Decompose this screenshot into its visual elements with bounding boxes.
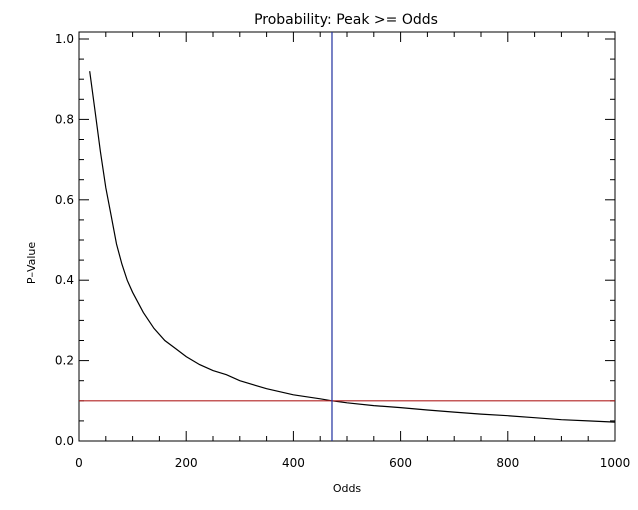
chart-title: Probability: Peak >= Odds	[254, 12, 438, 28]
y-tick-label: 0.4	[55, 273, 74, 287]
x-axis-label: Odds	[333, 482, 362, 495]
y-tick-label: 1.0	[55, 32, 74, 46]
series-group	[89, 71, 616, 423]
x-tick-label: 1000	[600, 456, 631, 470]
y-tick-label: 0.8	[55, 112, 74, 126]
x-tick-label: 800	[496, 456, 519, 470]
y-tick-label: 0.0	[55, 434, 74, 448]
x-tick-label: 400	[282, 456, 305, 470]
y-axis: 0.0 0.2 0.4 0.6 0.8 1.0	[55, 32, 615, 448]
data-line	[89, 71, 616, 423]
plot-area	[78, 31, 616, 442]
y-axis-label: P–Value	[25, 242, 38, 285]
y-tick-label: 0.6	[55, 193, 74, 207]
y-tick-label: 0.2	[55, 354, 74, 368]
plot-frame	[78, 31, 616, 442]
x-axis: 0 200 400 600 800 1000	[75, 32, 630, 470]
x-tick-label: 600	[389, 456, 412, 470]
x-tick-label: 200	[175, 456, 198, 470]
x-tick-label: 0	[75, 456, 83, 470]
reference-lines	[79, 32, 615, 441]
